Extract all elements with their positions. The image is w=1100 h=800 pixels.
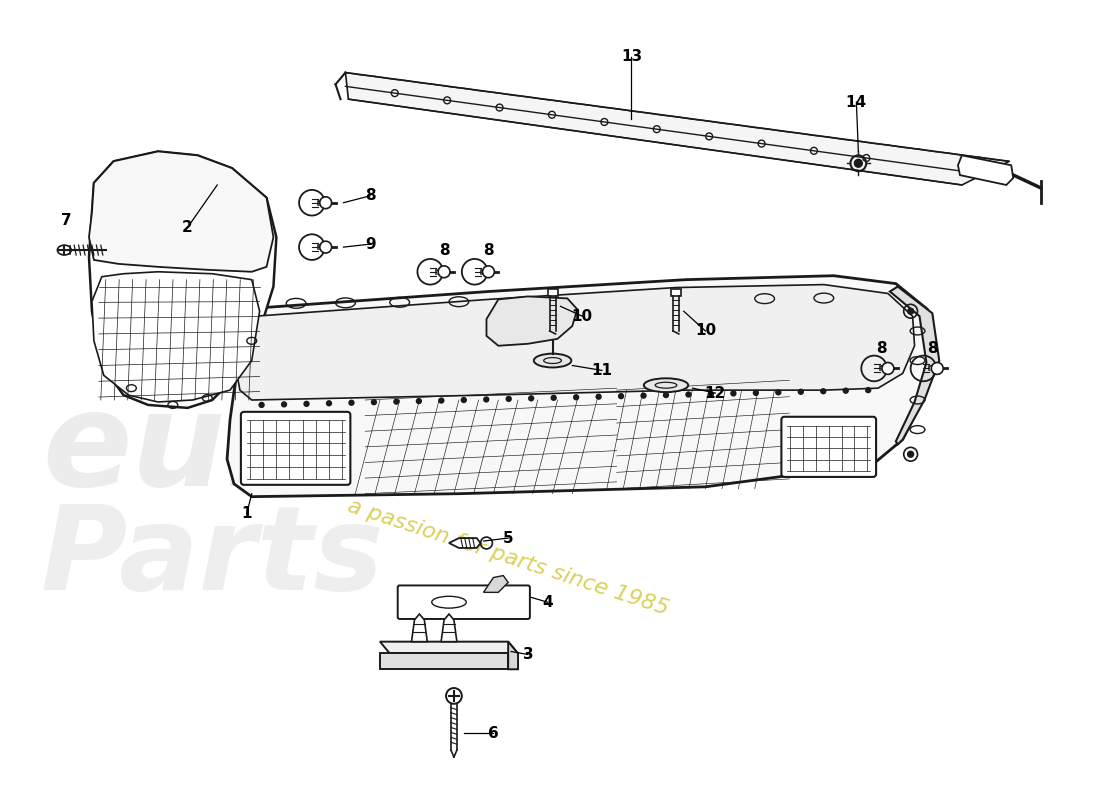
Polygon shape <box>89 151 276 408</box>
Polygon shape <box>89 151 274 272</box>
Circle shape <box>844 388 848 393</box>
Text: 4: 4 <box>542 594 553 610</box>
Circle shape <box>882 362 894 374</box>
Circle shape <box>708 391 714 397</box>
Circle shape <box>799 390 803 394</box>
Text: 3: 3 <box>522 647 534 662</box>
Polygon shape <box>235 285 914 400</box>
Text: 14: 14 <box>846 94 867 110</box>
Polygon shape <box>92 272 260 402</box>
Text: 8: 8 <box>927 342 937 356</box>
Polygon shape <box>379 642 518 654</box>
Bar <box>671 289 681 297</box>
Circle shape <box>686 392 691 397</box>
Text: 13: 13 <box>620 50 642 64</box>
Ellipse shape <box>644 378 689 392</box>
Polygon shape <box>486 297 578 346</box>
Text: 10: 10 <box>695 323 716 338</box>
Polygon shape <box>441 614 456 642</box>
Circle shape <box>730 391 736 396</box>
Circle shape <box>483 266 494 278</box>
Text: 8: 8 <box>483 242 494 258</box>
Text: 10: 10 <box>572 309 593 324</box>
Bar <box>548 289 558 297</box>
Circle shape <box>327 401 331 406</box>
Text: 8: 8 <box>365 188 375 203</box>
Circle shape <box>461 398 466 402</box>
Text: 1: 1 <box>242 506 252 521</box>
Circle shape <box>446 688 462 704</box>
Circle shape <box>438 266 450 278</box>
Ellipse shape <box>57 245 72 255</box>
Circle shape <box>574 394 579 400</box>
Polygon shape <box>508 642 518 670</box>
Text: 11: 11 <box>592 363 613 378</box>
Circle shape <box>821 389 826 394</box>
Ellipse shape <box>534 354 571 367</box>
Text: euro: euro <box>43 386 382 513</box>
Circle shape <box>866 388 871 393</box>
Circle shape <box>282 402 286 407</box>
Circle shape <box>908 308 914 314</box>
Polygon shape <box>449 538 481 548</box>
Circle shape <box>304 402 309 406</box>
Circle shape <box>320 241 331 253</box>
Polygon shape <box>484 575 508 592</box>
Text: 9: 9 <box>365 237 375 252</box>
Polygon shape <box>379 654 508 670</box>
Circle shape <box>855 159 862 167</box>
Text: 2: 2 <box>183 220 192 235</box>
Polygon shape <box>958 155 1013 185</box>
Text: 8: 8 <box>439 242 450 258</box>
Circle shape <box>754 390 758 395</box>
Text: a passion for parts since 1985: a passion for parts since 1985 <box>345 496 671 619</box>
Circle shape <box>663 393 669 398</box>
Text: 7: 7 <box>60 213 72 228</box>
Text: 6: 6 <box>488 726 498 741</box>
Circle shape <box>260 402 264 407</box>
Circle shape <box>506 397 512 402</box>
Circle shape <box>349 400 354 406</box>
Polygon shape <box>345 73 1010 185</box>
Circle shape <box>372 400 376 405</box>
Circle shape <box>529 396 534 401</box>
Circle shape <box>596 394 601 399</box>
Circle shape <box>551 395 557 400</box>
Circle shape <box>439 398 443 403</box>
Circle shape <box>394 399 399 404</box>
Text: Parts: Parts <box>41 500 384 615</box>
Circle shape <box>932 362 943 374</box>
Circle shape <box>641 393 646 398</box>
Circle shape <box>908 451 914 458</box>
Text: 5: 5 <box>503 530 514 546</box>
Text: 8: 8 <box>876 342 887 356</box>
Polygon shape <box>890 286 939 444</box>
Circle shape <box>776 390 781 394</box>
FancyBboxPatch shape <box>781 417 876 477</box>
Polygon shape <box>227 276 937 497</box>
FancyBboxPatch shape <box>241 412 351 485</box>
Circle shape <box>618 394 624 398</box>
Polygon shape <box>411 614 427 642</box>
Circle shape <box>320 197 331 209</box>
Circle shape <box>484 397 488 402</box>
Circle shape <box>417 398 421 403</box>
Text: 12: 12 <box>705 386 726 401</box>
FancyBboxPatch shape <box>398 586 530 619</box>
